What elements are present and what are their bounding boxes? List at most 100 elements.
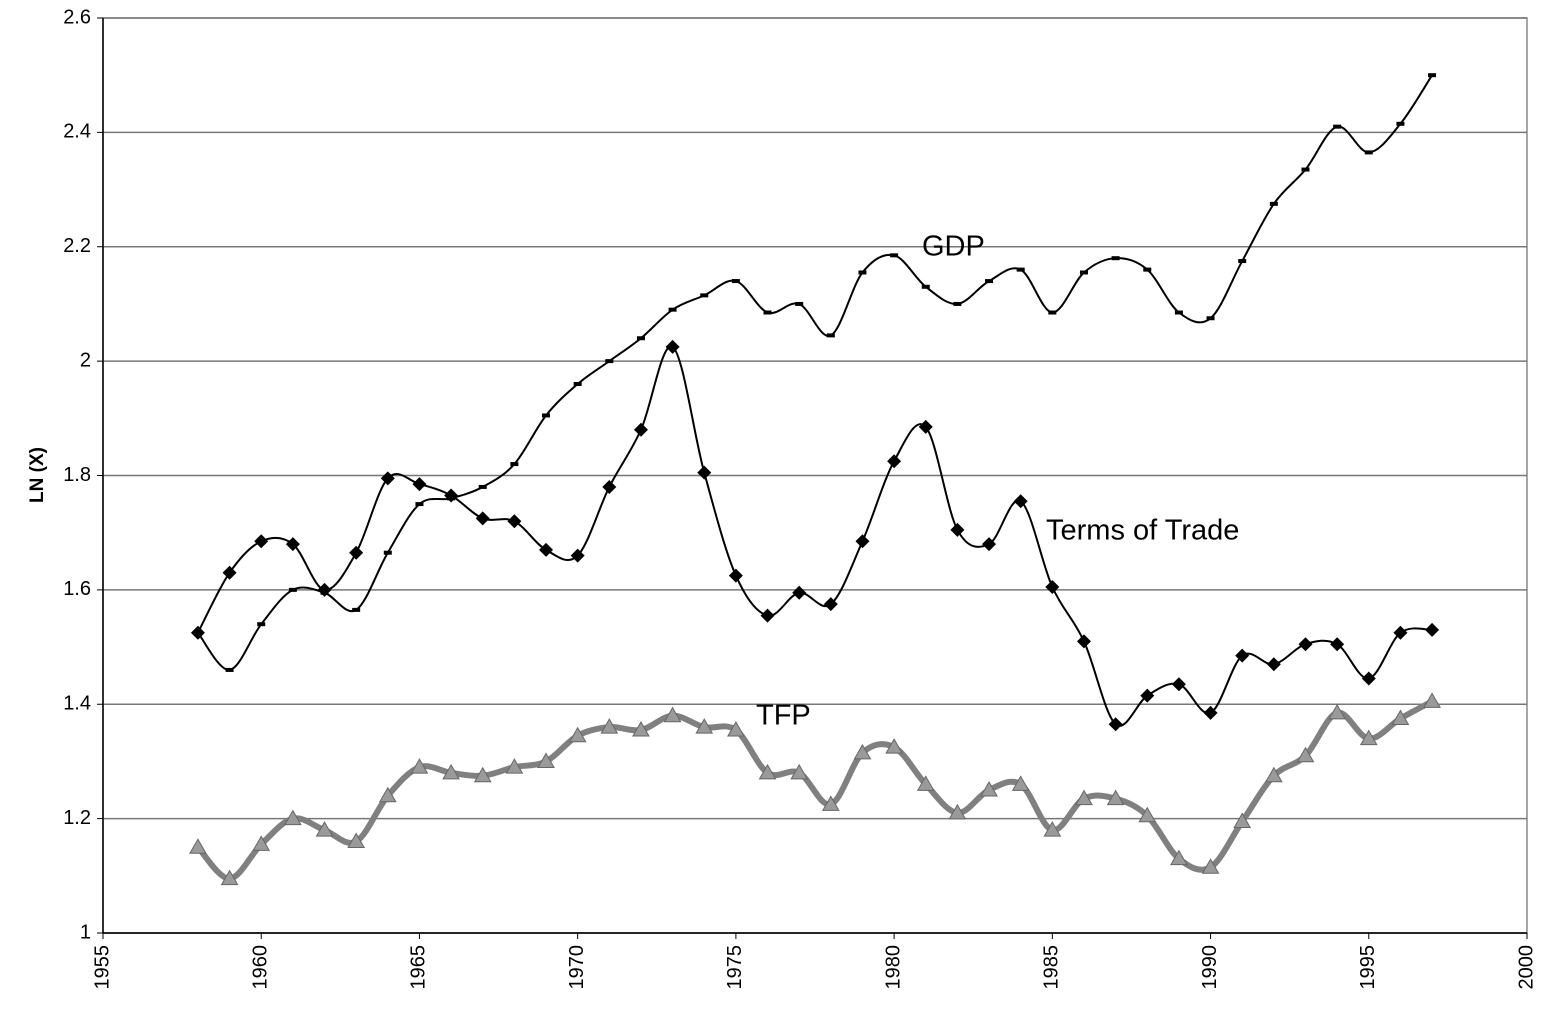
data-point	[918, 419, 933, 434]
x-tick-label: 1995	[1357, 945, 1379, 990]
data-point	[826, 333, 835, 338]
data-point	[190, 625, 205, 640]
data-point	[916, 775, 935, 791]
series-line	[197, 74, 1433, 671]
data-point	[792, 585, 807, 600]
data-point	[220, 869, 239, 886]
data-point	[410, 758, 429, 774]
data-point	[252, 835, 271, 851]
data-point	[1423, 692, 1441, 708]
series-annotation: GDP	[922, 231, 985, 263]
data-point	[1301, 167, 1310, 172]
data-point	[727, 720, 745, 737]
data-point	[855, 534, 870, 549]
data-point	[412, 477, 427, 492]
data-point	[539, 542, 554, 557]
data-point	[288, 587, 297, 592]
data-point	[636, 336, 645, 341]
series-annotation: Terms of Trade	[1046, 515, 1239, 547]
data-point	[1011, 775, 1030, 791]
data-point	[948, 803, 967, 820]
data-point	[1013, 494, 1028, 509]
y-tick-label: 1.6	[63, 578, 91, 600]
data-point	[1106, 789, 1125, 806]
data-point	[1396, 121, 1405, 126]
data-point	[1235, 648, 1250, 663]
data-point	[953, 301, 962, 306]
data-point	[570, 548, 585, 563]
data-point	[1328, 703, 1346, 720]
data-point	[317, 582, 332, 597]
data-point	[542, 413, 551, 418]
data-point	[475, 511, 490, 526]
data-point	[383, 550, 392, 555]
data-point	[697, 465, 712, 480]
y-tick-label: 1.8	[63, 464, 91, 486]
series-annotation: TFP	[756, 700, 811, 732]
x-tick-label: 1970	[566, 945, 588, 990]
data-point	[1330, 637, 1345, 652]
data-point	[505, 758, 524, 774]
data-point	[1170, 849, 1188, 866]
x-tick-label: 2000	[1515, 945, 1537, 990]
data-point	[980, 781, 998, 797]
x-tick-label: 1990	[1199, 945, 1221, 990]
data-point	[890, 253, 899, 258]
data-point	[257, 622, 266, 627]
data-point	[189, 838, 207, 854]
x-tick-label: 1955	[91, 945, 113, 990]
data-point	[568, 726, 587, 743]
data-point	[858, 270, 867, 275]
data-point	[632, 720, 650, 737]
data-point	[1393, 625, 1408, 640]
data-point	[507, 514, 522, 529]
data-point	[821, 795, 840, 811]
data-point	[763, 310, 772, 315]
data-point	[695, 718, 714, 734]
data-point	[1233, 812, 1252, 828]
data-point	[1048, 310, 1057, 315]
data-point	[285, 537, 300, 552]
data-point	[1203, 705, 1218, 720]
data-point	[510, 462, 519, 467]
data-point	[1043, 821, 1062, 837]
data-point	[605, 359, 614, 364]
data-point	[347, 832, 366, 848]
data-point	[1238, 259, 1247, 264]
data-point	[633, 422, 648, 437]
y-tick-label: 2.6	[63, 6, 91, 28]
y-tick-label: 1	[80, 921, 91, 943]
data-point	[380, 471, 395, 486]
data-point	[1140, 688, 1155, 703]
data-point	[600, 718, 619, 734]
data-point	[885, 738, 903, 754]
data-point	[1108, 717, 1123, 732]
data-point	[1269, 201, 1278, 206]
data-point	[537, 752, 555, 768]
data-point	[663, 706, 682, 723]
data-point	[1174, 310, 1183, 315]
data-point	[1364, 150, 1373, 155]
data-point	[378, 786, 397, 803]
data-point	[700, 293, 709, 298]
y-tick-label: 1.4	[63, 693, 91, 715]
series-line	[197, 345, 1433, 727]
data-point	[921, 284, 930, 289]
data-point	[1428, 73, 1437, 78]
data-point	[823, 597, 838, 612]
data-point	[760, 608, 775, 623]
data-point	[225, 667, 234, 672]
data-point	[1333, 124, 1342, 129]
data-point	[1361, 671, 1376, 686]
x-tick-label: 1975	[724, 945, 746, 990]
data-point	[1143, 267, 1152, 272]
data-point	[573, 382, 582, 386]
data-point	[728, 568, 743, 583]
data-point	[352, 607, 361, 612]
data-point	[1359, 729, 1378, 746]
data-point	[665, 339, 680, 354]
y-axis-label: LN (X)	[27, 447, 48, 503]
data-point	[284, 809, 302, 826]
data-point	[444, 488, 459, 503]
data-point	[1266, 657, 1281, 672]
